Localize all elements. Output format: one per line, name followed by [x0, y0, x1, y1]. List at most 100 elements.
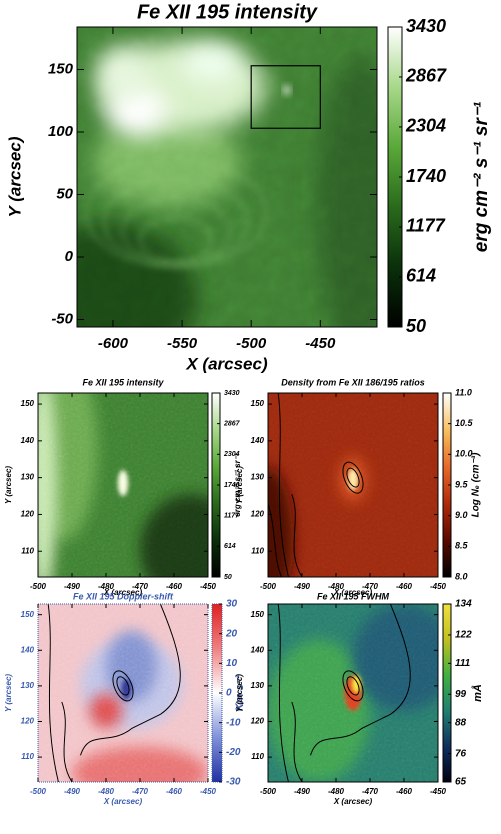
y-tick-label: 110 — [251, 546, 264, 555]
y-tick-label: 110 — [21, 546, 34, 555]
colorbar — [442, 603, 452, 783]
map-noise — [38, 393, 208, 577]
y-tick-label: 130 — [251, 473, 265, 482]
x-tick-label: -460 — [166, 787, 183, 796]
x-tick-label: -450 — [430, 787, 447, 796]
colorbar-tick-label: 2867 — [405, 66, 447, 86]
y-tick-label: 110 — [251, 752, 264, 761]
x-tick-label: -470 — [362, 582, 379, 591]
y-tick-label: -50 — [51, 310, 73, 327]
colorbar-tick-label: 11.0 — [455, 387, 472, 397]
y-tick-label: 140 — [251, 436, 265, 445]
map-noise — [38, 604, 208, 782]
colorbar-tick-label: 9.5 — [455, 479, 469, 489]
colorbar-tick-label: 2304 — [405, 116, 446, 136]
y-tick-label: 110 — [21, 752, 34, 761]
colorbar-tick-label: 2867 — [223, 420, 241, 427]
colorbar-label: erg cm⁻² s⁻¹ sr⁻¹ — [233, 453, 242, 517]
colorbar-label: mÅ — [471, 684, 484, 702]
panel-title: Fe XII 195 intensity — [137, 1, 318, 23]
x-axis-label: X (arcsec) — [103, 588, 143, 597]
y-tick-label: 130 — [21, 473, 35, 482]
colorbar-tick-label: 50 — [224, 574, 232, 581]
colorbar-tick-label: 614 — [406, 266, 436, 286]
x-tick-label: -500 — [260, 787, 277, 796]
plot-frame — [37, 603, 209, 783]
y-axis-label: Y (arcsec) — [5, 136, 24, 217]
colorbar-tick-label: 1177 — [224, 512, 240, 519]
colorbar-tick-label: 111 — [455, 658, 471, 669]
colorbar-tick-label: -20 — [226, 747, 241, 758]
colorbar-tick-label: 1740 — [406, 166, 446, 186]
colorbar-tick-label: 20 — [225, 628, 238, 639]
colorbar-tick-label: 8.0 — [455, 571, 468, 581]
zoom-box — [250, 65, 321, 129]
y-tick-label: 120 — [21, 510, 35, 519]
colorbar-label: Km s⁻¹ — [234, 674, 246, 711]
x-tick-label: -480 — [98, 582, 115, 591]
y-tick-label: 120 — [251, 510, 265, 519]
colorbar-label: erg cm⁻² s⁻¹ sr⁻¹ — [471, 101, 492, 252]
map-noise — [268, 393, 438, 577]
x-tick-label: -470 — [132, 787, 149, 796]
x-tick-label: -450 — [200, 787, 217, 796]
x-tick-label: -500 — [260, 582, 277, 591]
colorbar-label: Log Nₑ (cm⁻³) — [471, 452, 482, 517]
colorbar-tick-label: 10 — [226, 658, 238, 669]
colorbar-tick-label: 10.0 — [455, 449, 473, 459]
x-tick-label: -450 — [200, 582, 217, 591]
panel-title: Fe XII 195 Doppler-shift — [73, 591, 174, 601]
colorbar-tick-label: 8.5 — [455, 541, 469, 551]
x-tick-label: -500 — [30, 787, 47, 796]
x-tick-label: -460 — [166, 582, 183, 591]
y-tick-label: 150 — [21, 399, 35, 408]
x-tick-label: -490 — [64, 582, 81, 591]
x-axis-label: X (arcsec) — [333, 797, 373, 806]
colorbar-tick-label: 614 — [224, 543, 236, 550]
y-tick-label: 120 — [251, 717, 265, 726]
colorbar-tick-label: 30 — [226, 599, 238, 610]
y-tick-label: 130 — [251, 681, 265, 690]
colorbar-tick-label: 3430 — [224, 390, 240, 397]
colorbar-tick-label: -30 — [226, 777, 241, 788]
colorbar-tick-label: 88 — [455, 717, 467, 728]
y-axis-label: Y (arcsec) — [4, 674, 13, 712]
y-tick-label: 150 — [48, 60, 74, 77]
x-tick-label: -490 — [64, 787, 81, 796]
x-axis-label: X (arcsec) — [103, 797, 143, 806]
colorbar-tick-label: 10.5 — [455, 418, 474, 428]
colorbar-tick-label: 3430 — [406, 16, 446, 36]
x-tick-label: -470 — [362, 787, 379, 796]
y-tick-label: 100 — [48, 123, 74, 140]
x-tick-label: -480 — [98, 787, 115, 796]
y-tick-label: 130 — [21, 681, 35, 690]
y-axis-label: Y (arcsec) — [235, 674, 244, 712]
plot-frame — [37, 392, 209, 578]
y-tick-label: 50 — [56, 185, 73, 202]
x-tick-label: -480 — [328, 582, 345, 591]
panel-title: Fe XII 195 FWHM — [317, 591, 390, 601]
x-tick-label: -600 — [98, 335, 129, 352]
x-tick-label: -460 — [396, 582, 413, 591]
colorbar-tick-label: 0 — [226, 688, 232, 699]
colorbar-tick-label: 9.0 — [455, 510, 468, 520]
y-tick-label: 140 — [21, 436, 35, 445]
x-tick-label: -490 — [294, 787, 311, 796]
y-tick-label: 140 — [21, 645, 35, 654]
plot-frame — [267, 392, 439, 578]
colorbar-tick-label: 76 — [455, 748, 467, 759]
x-axis-label: X (arcsec) — [333, 588, 373, 597]
x-tick-label: -480 — [328, 787, 345, 796]
map-noise — [77, 27, 377, 327]
colorbar-tick-label: 50 — [406, 316, 426, 336]
colorbar-tick-label: 1740 — [224, 482, 240, 489]
x-axis-label: X (arcsec) — [185, 354, 268, 373]
map-noise — [268, 604, 438, 782]
colorbar-tick-label: 1177 — [406, 216, 446, 236]
panel-title: Density from Fe XII 186/195 ratios — [281, 377, 425, 387]
x-tick-label: -550 — [167, 335, 198, 352]
y-tick-label: 150 — [251, 399, 265, 408]
plot-frame — [76, 26, 378, 328]
